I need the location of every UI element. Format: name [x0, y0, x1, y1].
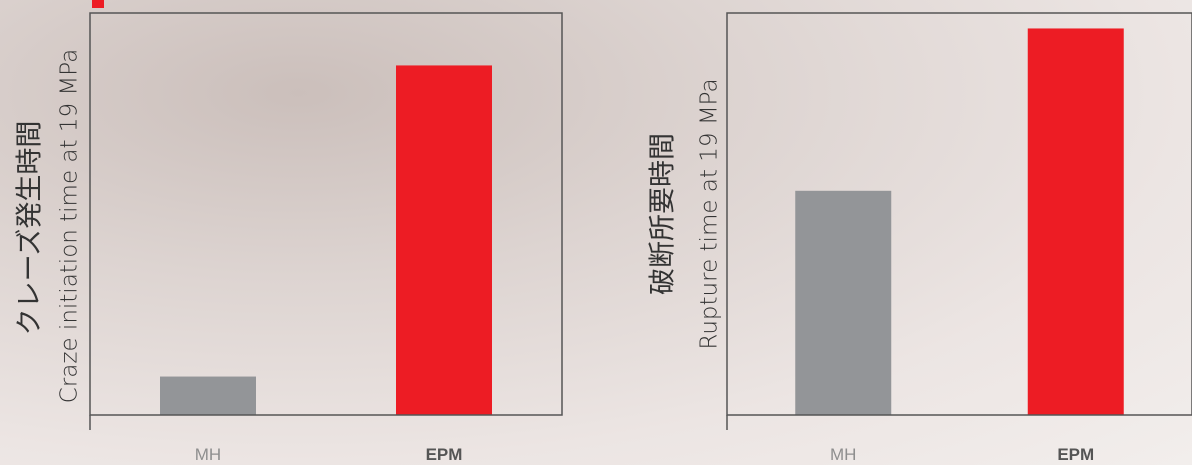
chart-craze-initiation: クレーズ発生時間 Craze initiation time at 19 MPa… — [15, 12, 563, 464]
bar-mh — [795, 190, 892, 415]
y-axis-label-en: Rupture time at 19 MPa — [697, 78, 723, 349]
x-tick-label-epm: EPM — [426, 445, 463, 464]
bar-epm — [1027, 28, 1124, 415]
bar-epm — [396, 65, 492, 415]
plot-frame — [726, 12, 1192, 416]
y-axis-label-jp: クレーズ発生時間 — [15, 121, 46, 336]
y-axis-label-jp: 破断所要時間 — [648, 133, 679, 295]
y-axis-label-en: Craze initiation time at 19 MPa — [57, 49, 83, 403]
chart-rupture-time: 破断所要時間 Rupture time at 19 MPa MH EPM — [648, 12, 1192, 464]
x-tick-label-mh: MH — [830, 445, 856, 464]
plot-frame — [89, 12, 563, 416]
accent-bar — [92, 0, 104, 8]
x-tick-label-epm: EPM — [1057, 445, 1094, 464]
bar-mh — [160, 376, 256, 415]
x-tick-label-mh: MH — [195, 445, 221, 464]
